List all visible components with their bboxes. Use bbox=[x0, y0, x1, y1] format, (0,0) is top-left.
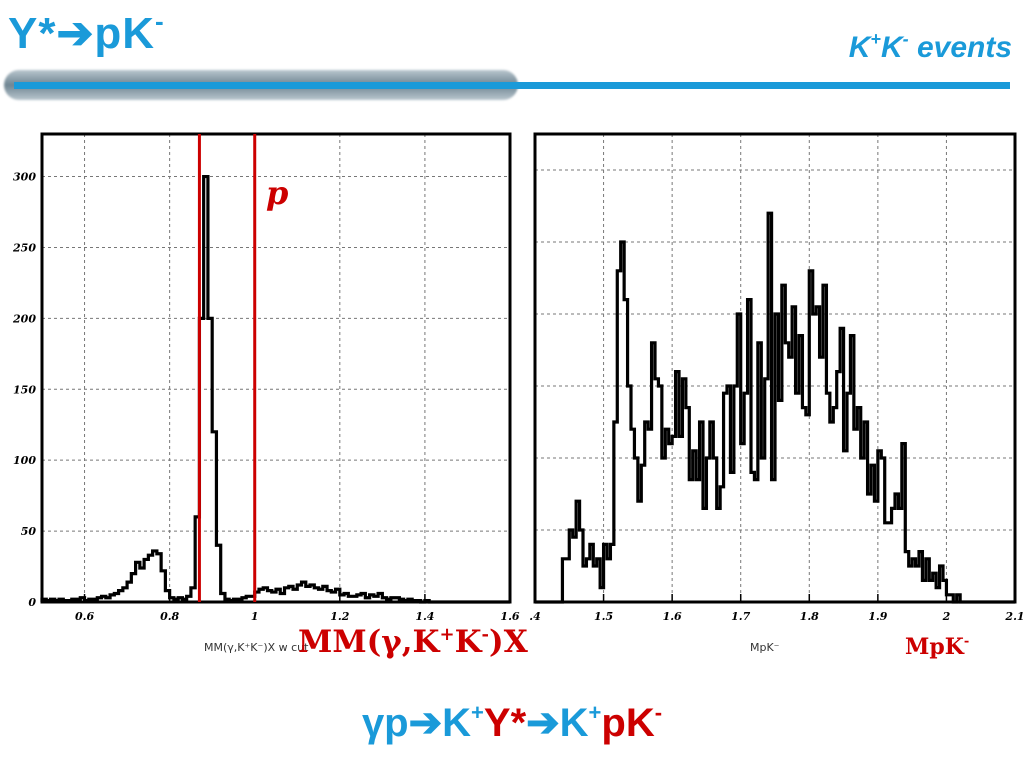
eq-sup3: - bbox=[654, 700, 663, 725]
y-tick-label: 200 bbox=[12, 312, 36, 325]
x-tick-label: .4 bbox=[529, 610, 540, 623]
subtitle-sup2: - bbox=[902, 29, 909, 49]
eq-k1: K bbox=[442, 701, 472, 745]
x-tick-label: 1 bbox=[251, 610, 259, 623]
header-accent-line bbox=[14, 82, 1010, 89]
subtitle-rest: events bbox=[908, 31, 1012, 64]
subtitle-k1: K bbox=[848, 31, 871, 64]
y-tick-label: 150 bbox=[13, 383, 36, 396]
arrow-icon: ➔ bbox=[56, 9, 95, 58]
x-tick-label: 1.6 bbox=[500, 610, 519, 623]
y-tick-label: 0 bbox=[28, 596, 36, 609]
y-tick-label: 300 bbox=[13, 171, 36, 184]
x-tick-label: 0.8 bbox=[160, 610, 179, 623]
left-histogram: 0.6 0.8 1 1.2 1.4 1.6 0 50 100 150 200 250 300 p bbox=[12, 132, 520, 623]
right-root-xlabel: MpK⁻ bbox=[750, 641, 780, 654]
y-tick-label: 100 bbox=[13, 454, 36, 467]
title-sup: - bbox=[155, 6, 165, 36]
subtitle-sup1: + bbox=[870, 29, 881, 49]
reaction-equation: γp➔K+Y*➔K+pK- bbox=[0, 700, 1024, 746]
left-root-xlabel: MM(γ,K⁺K⁻)X w cut bbox=[204, 641, 309, 654]
x-tick-label: 2.1 bbox=[1004, 610, 1024, 623]
slide-title: Y*➔pK- bbox=[8, 8, 165, 56]
slide-subtitle: K+K- events bbox=[849, 30, 1012, 63]
proton-peak-label: p bbox=[266, 174, 288, 212]
x-tick-label: 0.6 bbox=[75, 610, 94, 623]
eq-gamma-p: γp bbox=[361, 701, 409, 745]
eq-sup1: + bbox=[471, 700, 484, 725]
y-tick-label: 250 bbox=[12, 241, 36, 254]
title-main: Y* bbox=[8, 9, 57, 58]
arrow-icon: ➔ bbox=[526, 701, 560, 745]
eq-sup2: + bbox=[588, 700, 602, 725]
x-tick-label: 1.4 bbox=[415, 610, 434, 623]
histogram-series bbox=[40, 174, 510, 604]
right-histogram: .4 1.5 1.6 1.7 1.8 1.9 2 2.1 bbox=[529, 132, 1024, 623]
plot-frame bbox=[533, 132, 1017, 604]
x-tick-label: 1.5 bbox=[594, 610, 613, 623]
x-tick-label: 1.9 bbox=[868, 610, 887, 623]
x-tick-label: 1.6 bbox=[663, 610, 682, 623]
eq-y-star: Y* bbox=[483, 701, 527, 745]
x-tick-label: 2 bbox=[942, 610, 951, 623]
x-tick-label: 1.2 bbox=[330, 610, 349, 623]
x-tick-label: 1.7 bbox=[731, 610, 750, 623]
eq-k2: K bbox=[559, 701, 589, 745]
plot-frame bbox=[40, 132, 512, 604]
y-tick-label: 50 bbox=[21, 525, 37, 538]
eq-pk: pK bbox=[601, 701, 655, 745]
right-red-xlabel: MpK- bbox=[905, 634, 970, 660]
left-red-xlabel: MM(γ,K+K-)X bbox=[298, 624, 528, 660]
arrow-icon: ➔ bbox=[408, 701, 443, 745]
title-rest: pK bbox=[94, 9, 156, 58]
histogram-series bbox=[535, 211, 1015, 604]
x-tick-label: 1.8 bbox=[800, 610, 819, 623]
subtitle-k2: K bbox=[880, 31, 903, 64]
